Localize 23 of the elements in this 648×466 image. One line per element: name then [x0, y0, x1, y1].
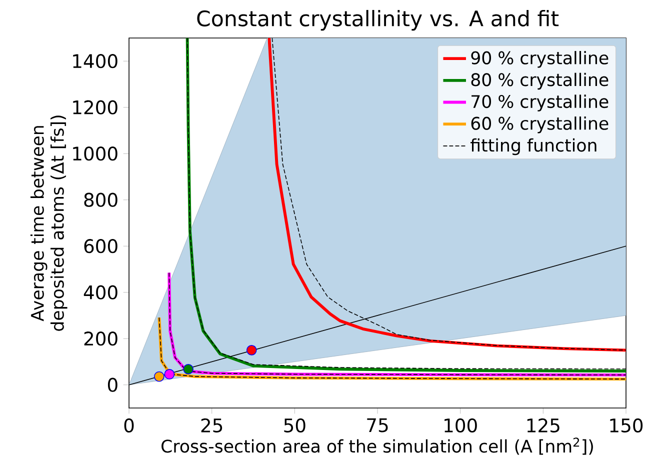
legend-label: 60 % crystalline	[471, 116, 608, 134]
legend-label: 90 % crystalline	[471, 50, 608, 68]
legend-label: fitting function	[470, 138, 596, 156]
y-tick-label: 400	[84, 285, 118, 300]
x-tick-label: 100	[444, 418, 477, 433]
legend-label: 80 % crystalline	[471, 72, 608, 90]
y-tick-label: 1400	[73, 54, 118, 68]
x-tick-label: 75	[367, 418, 388, 432]
y-axis-title: Average time between deposited atoms (Δt [fs])	[30, 116, 68, 331]
y-tick-label: 1200	[73, 100, 118, 114]
x-tick-label: 25	[201, 418, 222, 433]
y-tick-label: 800	[84, 192, 118, 207]
x-tick-label: 50	[284, 418, 306, 433]
x-axis-title: Cross-section area of the simulation cell (A [nm$^{2}$])	[162, 438, 593, 455]
y-tick-label: 600	[84, 239, 118, 254]
legend-label: 70 % crystalline	[472, 94, 608, 112]
x-tick-label: 125	[527, 418, 560, 433]
y-tick-label: 1000	[73, 146, 118, 161]
y-tick-label: 200	[84, 332, 118, 346]
chart-title: Constant crystallinity vs. A and fit	[197, 10, 559, 31]
y-tick-label: 0	[108, 378, 118, 392]
x-tick-label: 0	[124, 418, 134, 433]
x-tick-label: 150	[610, 418, 643, 433]
